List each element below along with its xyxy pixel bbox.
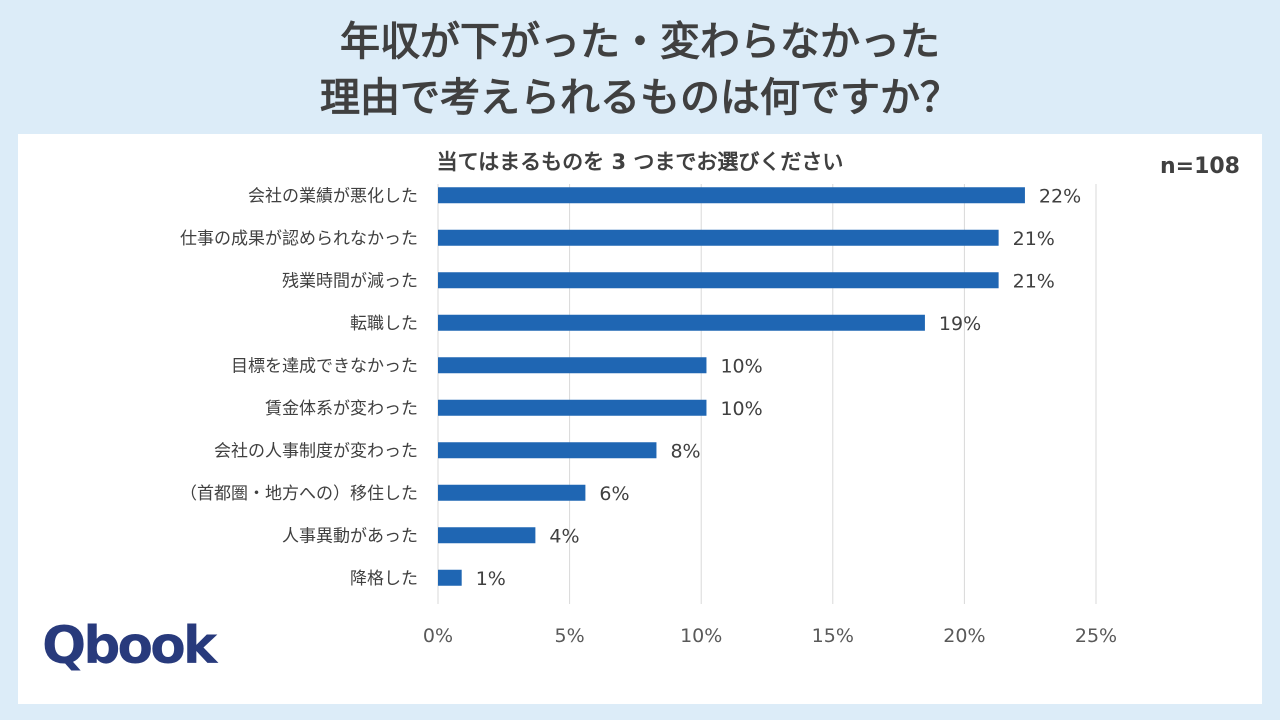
bar: [438, 569, 462, 586]
data-label: 4%: [549, 525, 579, 547]
chart-title: 年収が下がった・変わらなかった 理由で考えられるものは何ですか？: [0, 14, 1280, 126]
bar: [438, 357, 707, 374]
category-label: 転職した: [350, 314, 418, 334]
data-label: 10%: [720, 398, 762, 420]
category-label: 残業時間が減った: [282, 271, 418, 291]
category-label: 仕事の成果が認められなかった: [180, 229, 418, 249]
bar: [438, 229, 999, 246]
bar: [438, 442, 657, 459]
data-label: 21%: [1013, 228, 1055, 250]
category-label: （首都圏・地方への）移住した: [180, 484, 418, 504]
data-label: 6%: [599, 483, 629, 505]
data-label: 21%: [1013, 270, 1055, 292]
category-label: 賃金体系が変わった: [265, 399, 418, 419]
category-label: 会社の業績が悪化した: [248, 186, 418, 206]
data-label: 19%: [939, 313, 981, 335]
sample-size: n=108: [1159, 154, 1240, 179]
qbook-logo: Qbook: [42, 616, 217, 676]
chart-subtitle: 当てはまるものを 3 つまでお選びください: [436, 150, 844, 174]
title-line-1: 年収が下がった・変わらなかった: [340, 19, 940, 65]
bar: [438, 527, 536, 544]
chart-panel: 当てはまるものを 3 つまでお選びください n=108 0% 5% 10% 15% 20…: [18, 134, 1262, 704]
category-label: 降格した: [350, 569, 418, 589]
bar-chart: 0% 5% 10% 15% 20% 25% 会社の業績が悪化した 22% 仕事の成果が認められな…: [180, 184, 1117, 647]
x-tick-label: 0%: [423, 625, 453, 647]
data-label: 1%: [476, 568, 506, 590]
bar: [438, 399, 707, 416]
data-label: 8%: [670, 440, 700, 462]
x-tick-label: 15%: [812, 625, 854, 647]
bar: [438, 187, 1025, 204]
x-tick-label: 5%: [555, 625, 585, 647]
title-line-2: 理由で考えられるものは何ですか？: [320, 75, 960, 121]
category-label: 目標を達成できなかった: [231, 356, 418, 376]
x-tick-label: 10%: [680, 625, 722, 647]
category-label: 会社の人事制度が変わった: [214, 441, 418, 461]
bar: [438, 272, 999, 289]
x-tick-label: 25%: [1075, 625, 1117, 647]
data-label: 10%: [720, 355, 762, 377]
data-label: 22%: [1039, 185, 1081, 207]
bar: [438, 314, 925, 331]
bar: [438, 484, 586, 501]
category-label: 人事異動があった: [282, 526, 418, 546]
x-tick-label: 20%: [943, 625, 985, 647]
